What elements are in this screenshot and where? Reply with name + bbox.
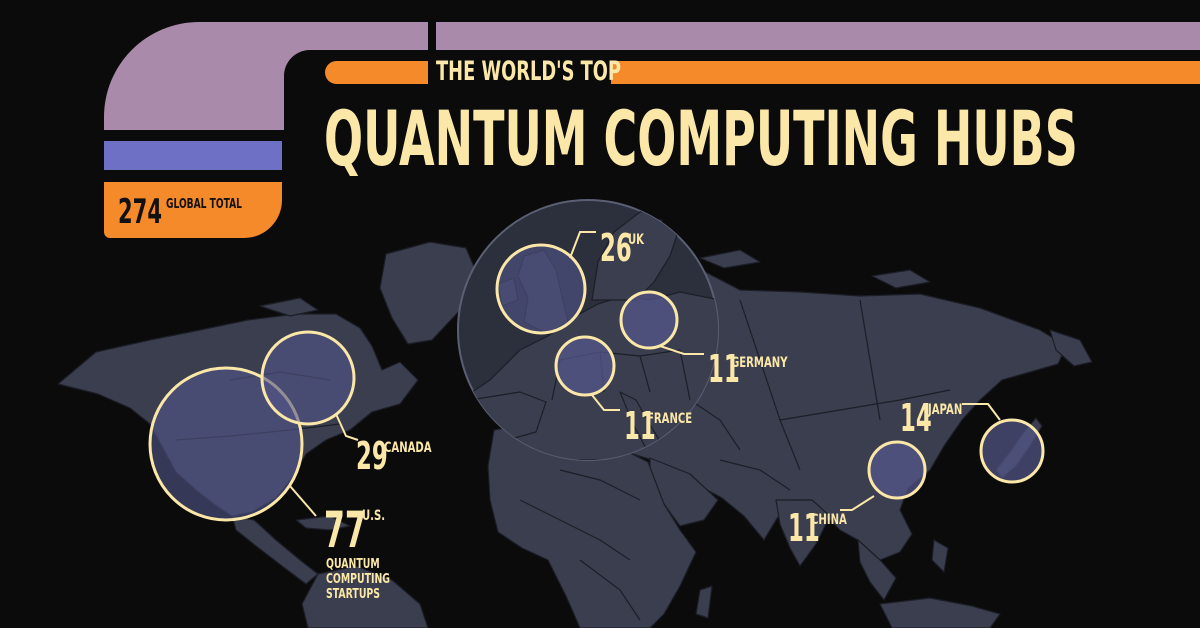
- southeast-asia: [857, 539, 897, 601]
- hub-circle-germany: [619, 290, 679, 350]
- hub-count-china: 11: [788, 506, 820, 550]
- header-divider: [428, 18, 436, 54]
- page-title: QUANTUM COMPUTING HUBS: [324, 94, 1078, 183]
- hub-circle-japan: [979, 418, 1045, 484]
- hub-count-us: 77: [324, 501, 366, 559]
- header-blue-bar: [104, 141, 282, 170]
- hub-circle-us: [148, 366, 304, 522]
- central-america: [231, 515, 319, 585]
- south-america: [301, 565, 429, 628]
- hub-count-uk: 26: [600, 226, 632, 270]
- hub-count-germany: 11: [708, 347, 740, 391]
- greenland: [379, 241, 479, 345]
- hub-name-canada: CANADA: [384, 440, 432, 456]
- hub-count-canada: 29: [356, 434, 388, 478]
- leader-france: [591, 394, 620, 411]
- hub-name-china: CHINA: [811, 512, 847, 528]
- indonesia: [879, 597, 1001, 628]
- hub-name-us: U.S.: [362, 508, 386, 524]
- global-total-label: GLOBAL TOTAL: [166, 197, 242, 212]
- hub-name-germany: GERMANY: [731, 355, 788, 371]
- leader-us: [289, 485, 317, 517]
- global-total-value: 274: [118, 192, 163, 232]
- subtitle-bar-left: [325, 61, 428, 84]
- philippines: [931, 539, 949, 573]
- caribbean: [295, 515, 351, 531]
- madagascar: [695, 585, 713, 619]
- hub-count-france: 11: [624, 404, 656, 448]
- hub-circles: [148, 243, 1045, 522]
- hub-circle-france: [554, 335, 616, 397]
- leader-canada: [335, 413, 359, 441]
- global-total-block: [104, 182, 282, 238]
- subtitle-bar-right: [611, 61, 1200, 84]
- header-top-bar: [436, 22, 1200, 50]
- arctic-islands: [259, 249, 931, 317]
- hub-name-japan: JAPAN: [928, 402, 963, 418]
- hub-name-france: FRANCE: [647, 411, 693, 427]
- india: [775, 499, 831, 567]
- leader-uk: [569, 231, 596, 259]
- hub-name-uk: UK: [628, 232, 644, 248]
- hub-note-us: QUANTUM COMPUTING STARTUPS: [326, 557, 390, 602]
- leader-germany: [659, 345, 704, 355]
- leader-china: [840, 495, 875, 511]
- page-subtitle: THE WORLD'S TOP: [436, 56, 621, 87]
- leader-japan: [962, 403, 1001, 421]
- hub-count-japan: 14: [900, 396, 932, 440]
- leader-lines: [289, 231, 1001, 517]
- hub-circle-uk: [495, 243, 587, 335]
- hub-circle-canada: [260, 330, 356, 426]
- hub-circle-china: [867, 440, 927, 500]
- kamchatka: [1049, 329, 1093, 367]
